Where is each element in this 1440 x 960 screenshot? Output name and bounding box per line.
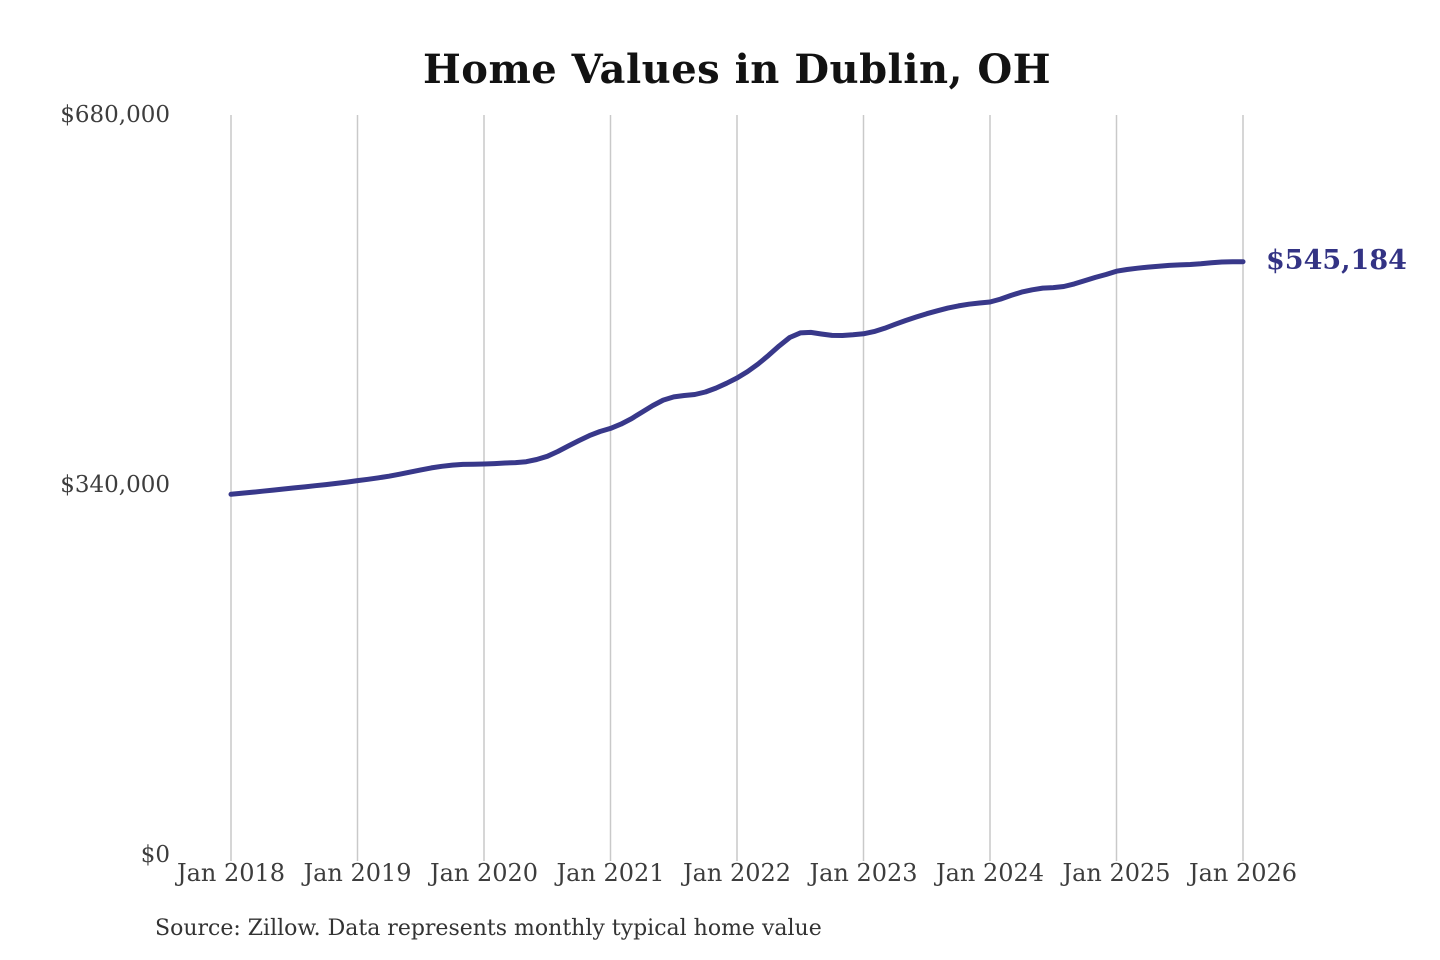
source-note: Source: Zillow. Data represents monthly … [155,916,822,941]
x-axis-label: Jan 2023 [809,859,918,887]
x-axis-label: Jan 2025 [1062,859,1171,887]
y-axis-label: $340,000 [60,472,170,498]
x-axis-label: Jan 2020 [429,859,539,887]
x-axis-label: Jan 2022 [682,859,792,887]
y-axis-label: $0 [140,842,170,868]
x-axis-label: Jan 2024 [935,859,1045,887]
end-value-label: $545,184 [1266,244,1407,276]
x-axis-label: Jan 2026 [1188,859,1298,887]
y-axis-label: $680,000 [60,102,170,128]
x-axis-label: Jan 2021 [556,859,665,887]
chart-title: Home Values in Dublin, OH [422,46,1052,93]
x-axis-label: Jan 2018 [176,859,286,887]
value-line [228,259,1246,497]
x-axis-label: Jan 2019 [303,859,412,887]
